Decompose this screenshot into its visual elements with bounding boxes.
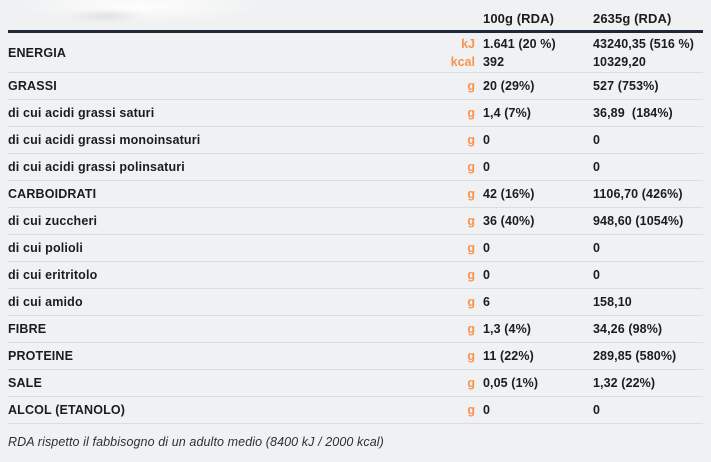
value-2635g-kj: 43240,35 (516 %) — [593, 36, 694, 51]
value-2635g: 948,60 (1054%) — [593, 214, 684, 228]
table-row: ALCOL (ETANOLO) g 0 0 — [8, 397, 703, 424]
value-100g-kcal: 392 — [483, 54, 505, 69]
unit-label: g — [467, 241, 475, 255]
nutrition-table: 100g (RDA) 2635g (RDA) ENERGIA kJ kcal 1… — [8, 0, 703, 424]
table-row: FIBRE g 1,3 (4%) 34,26 (98%) — [8, 316, 703, 343]
nutrition-rows: GRASSI g 20 (29%) 527 (753%) di cui acid… — [8, 73, 703, 424]
value-2635g: 158,10 — [593, 295, 632, 309]
unit-label: g — [467, 349, 475, 363]
row-label: FIBRE — [8, 322, 47, 336]
column-header-2635g: 2635g (RDA) — [593, 11, 672, 26]
column-header-100g: 100g (RDA) — [483, 11, 555, 26]
table-row-energia: ENERGIA kJ kcal 1.641 (20 %) 392 43240,3… — [8, 33, 703, 73]
table-row: di cui zuccheri g 36 (40%) 948,60 (1054%… — [8, 208, 703, 235]
value-100g: 42 (16%) — [483, 187, 535, 201]
unit-label-kcal: kcal — [450, 54, 475, 69]
value-2635g: 0 — [593, 403, 601, 417]
value-2635g: 0 — [593, 160, 601, 174]
row-label: CARBOIDRATI — [8, 187, 97, 201]
unit-label: g — [467, 160, 475, 174]
table-row: CARBOIDRATI g 42 (16%) 1106,70 (426%) — [8, 181, 703, 208]
value-100g: 0 — [483, 241, 491, 255]
value-100g: 1,4 (7%) — [483, 106, 532, 120]
value-100g: 6 — [483, 295, 491, 309]
unit-label: g — [467, 322, 475, 336]
value-100g: 0 — [483, 160, 491, 174]
energy-values-100g: 1.641 (20 %) 392 — [475, 33, 585, 72]
energy-values-2635g: 43240,35 (516 %) 10329,20 — [585, 33, 703, 72]
unit-label: g — [467, 214, 475, 228]
row-label: di cui acidi grassi monoinsaturi — [8, 133, 201, 147]
unit-label: g — [467, 376, 475, 390]
value-2635g: 34,26 (98%) — [593, 322, 663, 336]
value-2635g: 0 — [593, 241, 601, 255]
table-row: di cui acidi grassi polinsaturi g 0 0 — [8, 154, 703, 181]
value-2635g: 36,89 (184%) — [593, 106, 673, 120]
row-label: ALCOL (ETANOLO) — [8, 403, 126, 417]
unit-label: g — [467, 106, 475, 120]
row-label: PROTEINE — [8, 349, 74, 363]
row-label: di cui amido — [8, 295, 83, 309]
table-row: SALE g 0,05 (1%) 1,32 (22%) — [8, 370, 703, 397]
value-2635g: 527 (753%) — [593, 79, 659, 93]
row-label: ENERGIA — [8, 45, 67, 60]
value-100g: 36 (40%) — [483, 214, 535, 228]
unit-label: g — [467, 79, 475, 93]
table-row: GRASSI g 20 (29%) 527 (753%) — [8, 73, 703, 100]
value-100g: 1,3 (4%) — [483, 322, 532, 336]
value-100g: 0 — [483, 268, 491, 282]
rda-footnote: RDA rispetto il fabbisogno di un adulto … — [8, 435, 384, 449]
row-label: GRASSI — [8, 79, 57, 93]
value-100g: 20 (29%) — [483, 79, 535, 93]
unit-label: g — [467, 133, 475, 147]
value-2635g: 0 — [593, 268, 601, 282]
table-row: di cui polioli g 0 0 — [8, 235, 703, 262]
table-row: di cui acidi grassi saturi g 1,4 (7%) 36… — [8, 100, 703, 127]
table-row: di cui acidi grassi monoinsaturi g 0 0 — [8, 127, 703, 154]
value-100g-kj: 1.641 (20 %) — [483, 36, 556, 51]
value-2635g-kcal: 10329,20 — [593, 54, 646, 69]
value-100g: 0,05 (1%) — [483, 376, 539, 390]
row-label: di cui acidi grassi saturi — [8, 106, 155, 120]
row-label: SALE — [8, 376, 42, 390]
value-100g: 0 — [483, 403, 491, 417]
row-label: di cui eritritolo — [8, 268, 98, 282]
table-row: PROTEINE g 11 (22%) 289,85 (580%) — [8, 343, 703, 370]
table-row: di cui amido g 6 158,10 — [8, 289, 703, 316]
unit-label: g — [467, 295, 475, 309]
value-100g: 0 — [483, 133, 491, 147]
unit-label-kj: kJ — [461, 36, 475, 51]
unit-label: g — [467, 403, 475, 417]
value-2635g: 289,85 (580%) — [593, 349, 677, 363]
value-2635g: 1,32 (22%) — [593, 376, 656, 390]
row-label: di cui polioli — [8, 241, 84, 255]
unit-label: g — [467, 268, 475, 282]
table-header-row: 100g (RDA) 2635g (RDA) — [8, 0, 703, 33]
value-100g: 11 (22%) — [483, 349, 534, 363]
value-2635g: 1106,70 (426%) — [593, 187, 683, 201]
table-row: di cui eritritolo g 0 0 — [8, 262, 703, 289]
energy-unit-stack: kJ kcal — [439, 33, 475, 72]
unit-label: g — [467, 187, 475, 201]
value-2635g: 0 — [593, 133, 601, 147]
row-label: di cui zuccheri — [8, 214, 98, 228]
row-label: di cui acidi grassi polinsaturi — [8, 160, 185, 174]
